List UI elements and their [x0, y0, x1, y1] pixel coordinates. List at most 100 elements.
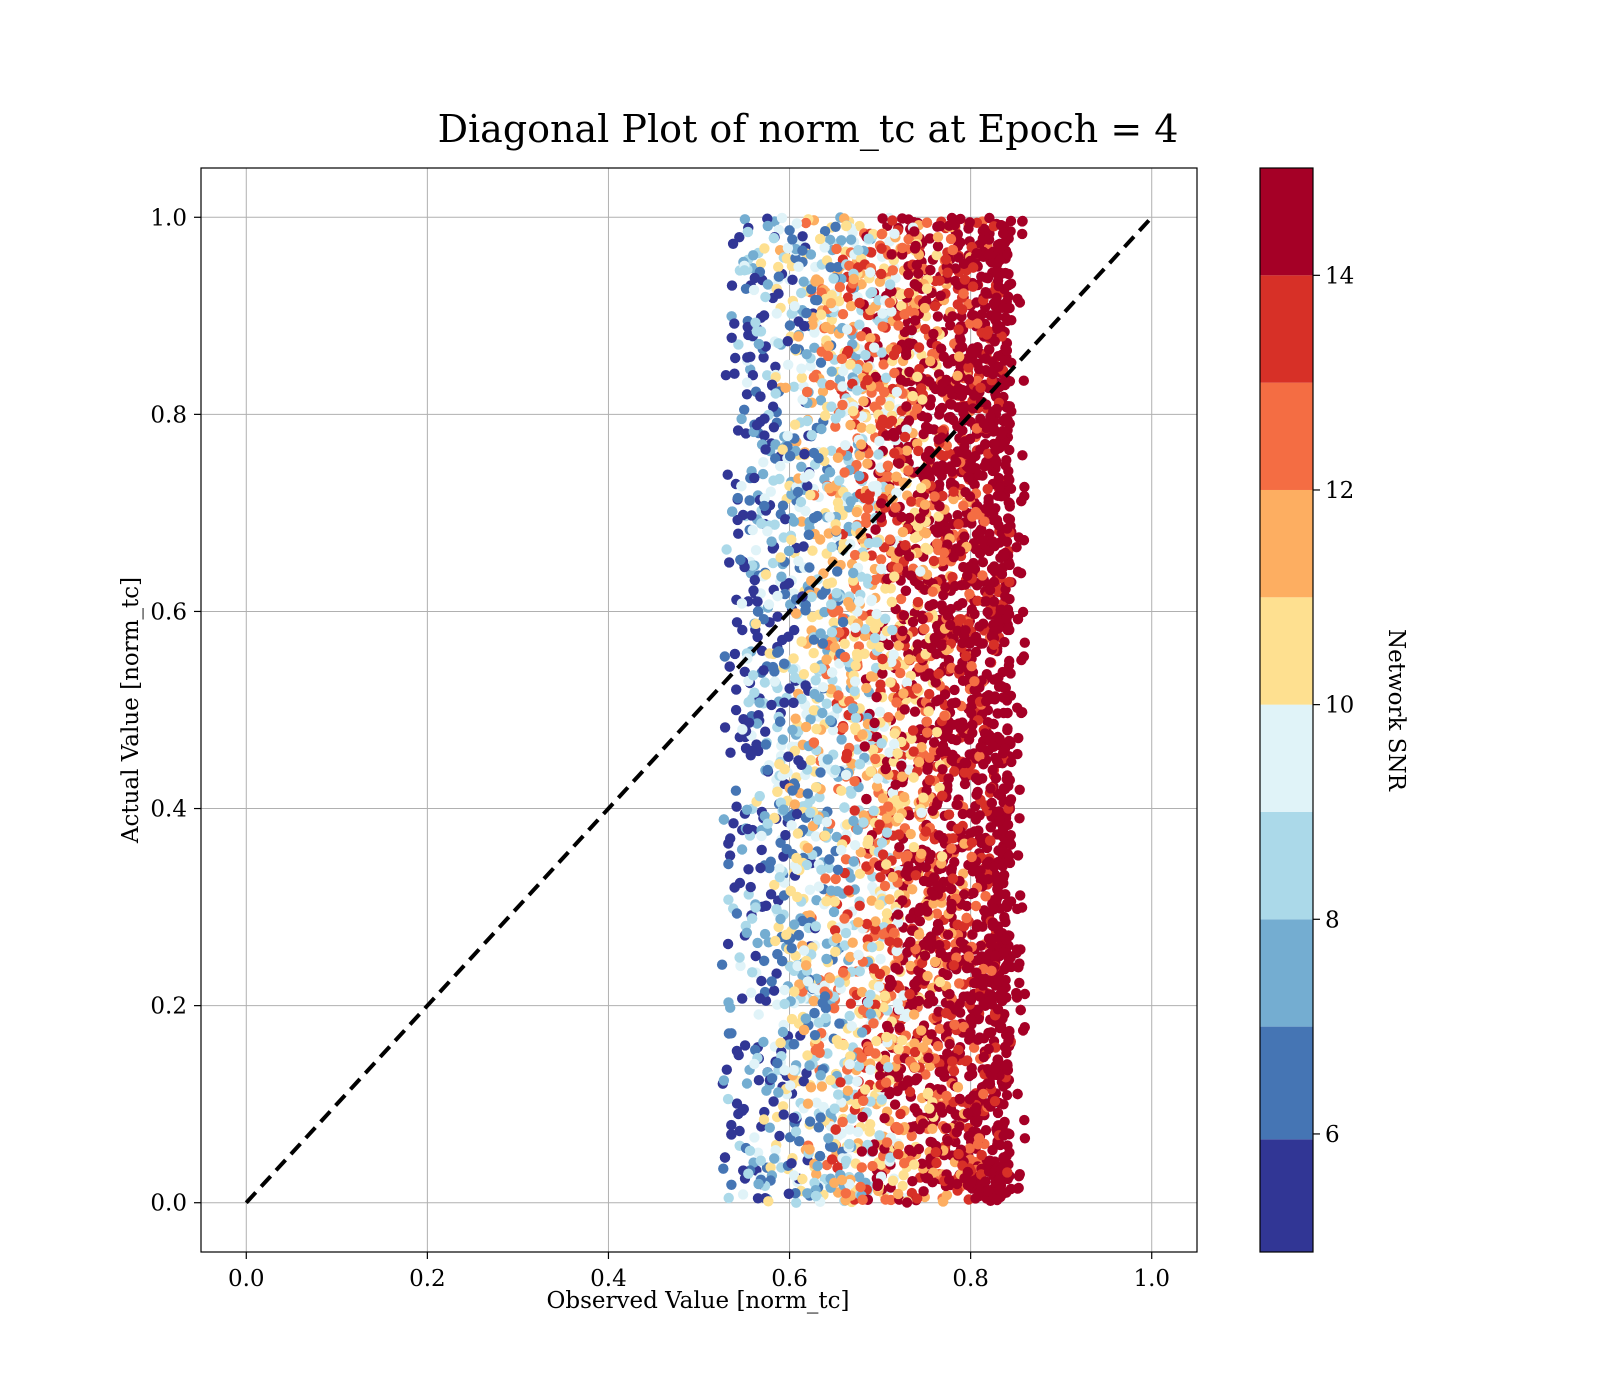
scatter-point [724, 661, 735, 672]
scatter-point [758, 1036, 769, 1048]
scatter-point [1013, 732, 1024, 744]
scatter-point [874, 706, 886, 717]
scatter-point [864, 1126, 875, 1137]
scatter-point [993, 281, 1004, 292]
scatter-point [980, 272, 992, 283]
scatter-point [914, 579, 925, 591]
scatter-point [893, 1148, 904, 1160]
scatter-point [835, 1077, 846, 1088]
scatter-point [770, 388, 781, 399]
scatter-point [830, 764, 841, 776]
scatter-point [920, 826, 932, 837]
scatter-point [768, 985, 780, 996]
scatter-point [759, 1106, 770, 1118]
scatter-point [721, 544, 732, 555]
scatter-point [931, 727, 943, 738]
scatter-point [758, 352, 769, 363]
scatter-point [836, 734, 847, 745]
scatter-point [750, 545, 762, 556]
scatter-point [860, 1084, 871, 1095]
scatter-point [775, 716, 786, 727]
scatter-point [828, 906, 840, 918]
scatter-point [787, 664, 799, 675]
scatter-point [894, 1004, 905, 1015]
scatter-point [768, 232, 780, 244]
scatter-point [723, 997, 734, 1008]
scatter-point [890, 795, 902, 806]
scatter-point [808, 995, 819, 1007]
scatter-point [829, 1103, 840, 1114]
scatter-point [810, 675, 821, 686]
scatter-point [931, 250, 942, 261]
scatter-point [966, 661, 977, 672]
scatter-point [918, 428, 929, 440]
scatter-point [739, 404, 750, 415]
scatter-point [955, 213, 966, 225]
scatter-point [831, 933, 842, 944]
scatter-point [952, 799, 963, 810]
scatter-point [1002, 513, 1014, 524]
scatter-point [766, 699, 777, 711]
scatter-point [874, 436, 885, 447]
scatter-point [833, 296, 845, 307]
scatter-point [807, 545, 818, 556]
scatter-point [857, 1111, 868, 1123]
scatter-point [890, 779, 901, 790]
scatter-point [775, 913, 786, 925]
scatter-point [926, 1029, 937, 1040]
scatter-point [753, 1075, 765, 1086]
scatter-point [988, 718, 999, 730]
scatter-point [869, 623, 881, 634]
scatter-point [1005, 839, 1017, 850]
scatter-point [743, 697, 754, 708]
scatter-point [741, 804, 753, 815]
scatter-point [963, 471, 975, 483]
scatter-point [796, 693, 807, 705]
scatter-point [983, 1027, 994, 1039]
scatter-point [1019, 1114, 1030, 1126]
scatter-point [859, 551, 870, 562]
scatter-point [831, 243, 842, 255]
scatter-point [881, 1137, 893, 1148]
scatter-point [793, 929, 805, 941]
scatter-point [784, 225, 795, 236]
scatter-point [793, 556, 804, 567]
scatter-point [854, 450, 866, 461]
scatter-point [1003, 291, 1014, 302]
scatter-point [821, 896, 832, 907]
scatter-point [816, 864, 827, 875]
scatter-point [982, 607, 993, 618]
scatter-point [952, 823, 964, 834]
scatter-point [920, 862, 932, 873]
scatter-point [759, 243, 770, 254]
scatter-point [772, 1057, 783, 1069]
scatter-point [934, 1023, 945, 1034]
scatter-point [845, 234, 857, 245]
scatter-point [1014, 1169, 1025, 1180]
scatter-point [997, 228, 1009, 239]
scatter-point [978, 1088, 989, 1100]
scatter-point [935, 343, 947, 354]
scatter-point [811, 1169, 822, 1180]
scatter-point [951, 1127, 962, 1138]
scatter-point [955, 334, 966, 345]
scatter-point [905, 960, 916, 972]
scatter-point [870, 753, 881, 765]
scatter-point [758, 1114, 770, 1125]
scatter-point [772, 999, 783, 1010]
scatter-point [947, 244, 958, 256]
scatter-point [901, 445, 913, 456]
scatter-point [955, 546, 966, 557]
scatter-point [826, 885, 837, 896]
scatter-point [802, 415, 813, 427]
scatter-point [913, 342, 925, 353]
scatter-point [1019, 481, 1030, 493]
scatter-point [999, 355, 1011, 366]
scatter-point [824, 483, 835, 494]
scatter-point [854, 319, 865, 330]
scatter-point [987, 933, 999, 944]
scatter-point [922, 998, 934, 1009]
scatter-point [874, 819, 885, 830]
scatter-point [742, 823, 753, 835]
scatter-point [945, 619, 956, 631]
